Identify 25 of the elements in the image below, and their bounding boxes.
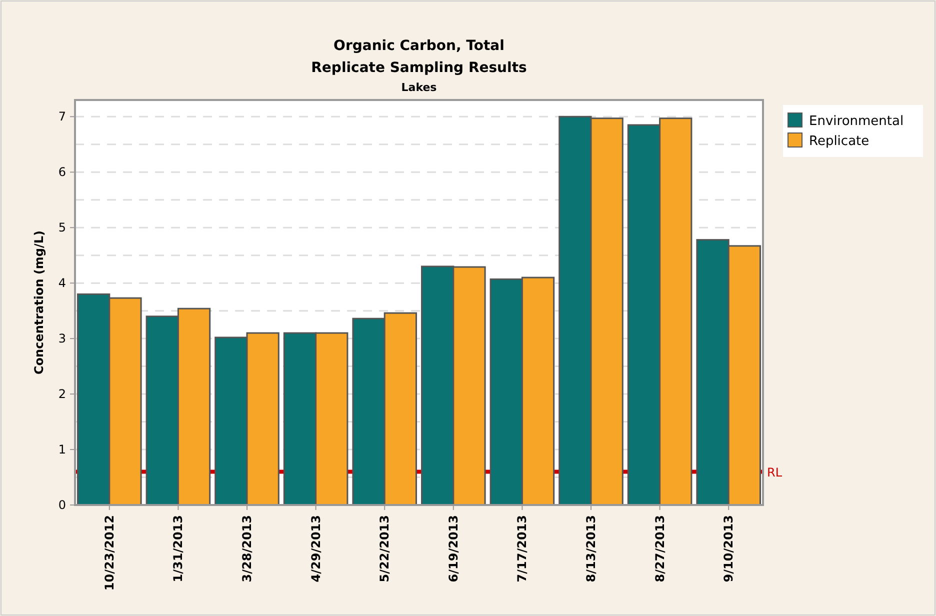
text: Lakes [401,81,438,94]
chart-title: Organic Carbon, Total [334,38,504,54]
x-tick-label: 8/13/2013 [584,515,598,582]
y-tick-label: 6 [58,165,66,180]
x-tick-label: 4/29/2013 [308,515,323,582]
y-axis-title: Concentration (mg/L) [32,230,46,375]
y-tick-label: 0 [58,498,66,512]
legend-label: Environmental [809,114,904,129]
ref-line-label: RL [767,466,782,480]
x-tick-label: 7/17/2013 [515,515,530,582]
y-tick-label: 5 [58,220,66,235]
y-tick-label: 3 [58,332,66,346]
x-tick-label: 8/27/2013 [652,515,667,582]
y-tick-label: 4 [58,276,66,290]
y-tick-label: 2 [58,387,66,402]
x-tick-label: 9/10/2013 [722,515,736,582]
x-tick-label: 1/31/2013 [171,515,186,582]
y-tick-label: 1 [58,442,66,457]
legend-label: Replicate [809,134,870,149]
x-tick-label: 10/23/2012 [102,515,116,591]
x-tick-label: 6/19/2013 [446,515,460,582]
x-tick-label: 5/22/2013 [378,515,392,582]
x-tick-label: 3/28/2013 [240,515,254,582]
chart-subtitle: Replicate Sampling Results [311,60,527,76]
y-tick-label: 7 [58,110,66,124]
